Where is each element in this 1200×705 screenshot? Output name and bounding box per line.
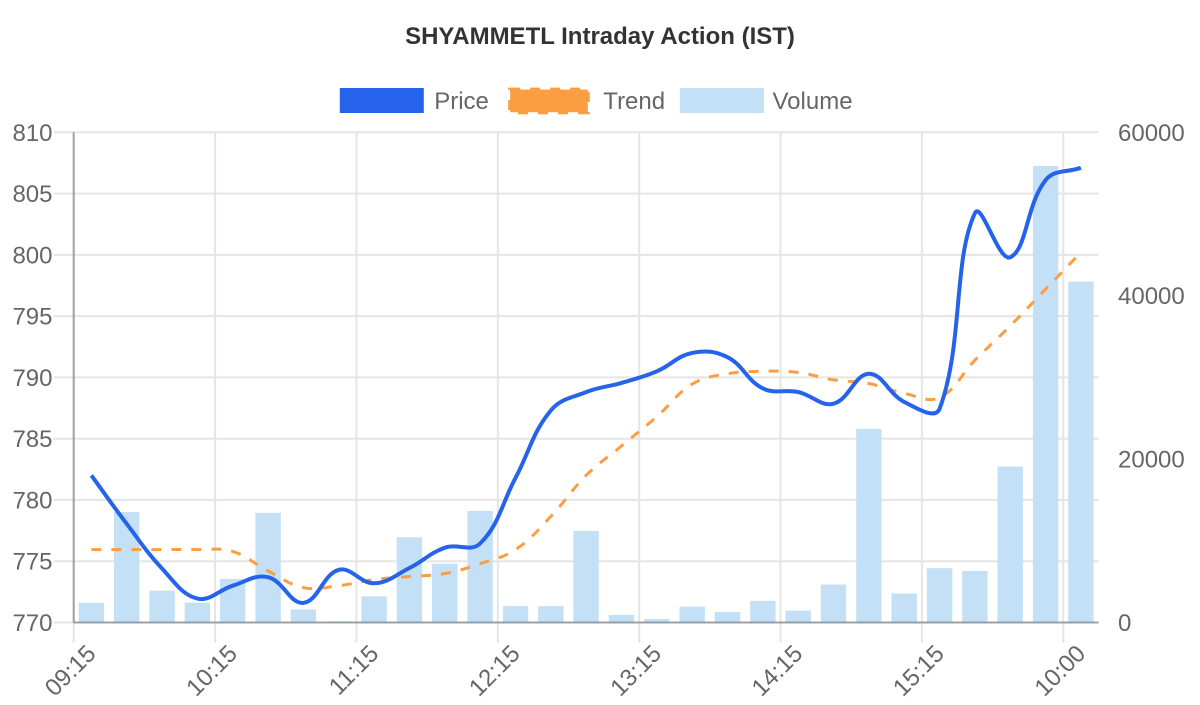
svg-text:Trend: Trend xyxy=(603,88,665,115)
svg-text:805: 805 xyxy=(12,181,52,208)
svg-text:770: 770 xyxy=(12,610,52,637)
svg-text:SHYAMMETL Intraday Action (IST: SHYAMMETL Intraday Action (IST) xyxy=(405,23,795,50)
svg-text:810: 810 xyxy=(12,120,52,147)
svg-text:790: 790 xyxy=(12,365,52,392)
svg-text:800: 800 xyxy=(12,242,52,269)
svg-text:60000: 60000 xyxy=(1118,120,1185,147)
svg-text:785: 785 xyxy=(12,426,52,453)
svg-text:0: 0 xyxy=(1118,610,1131,637)
svg-text:40000: 40000 xyxy=(1118,283,1185,310)
svg-text:795: 795 xyxy=(12,304,52,331)
svg-text:775: 775 xyxy=(12,549,52,576)
svg-text:20000: 20000 xyxy=(1118,447,1185,474)
svg-text:Volume: Volume xyxy=(773,88,853,115)
svg-text:Price: Price xyxy=(434,88,489,115)
svg-text:780: 780 xyxy=(12,487,52,514)
